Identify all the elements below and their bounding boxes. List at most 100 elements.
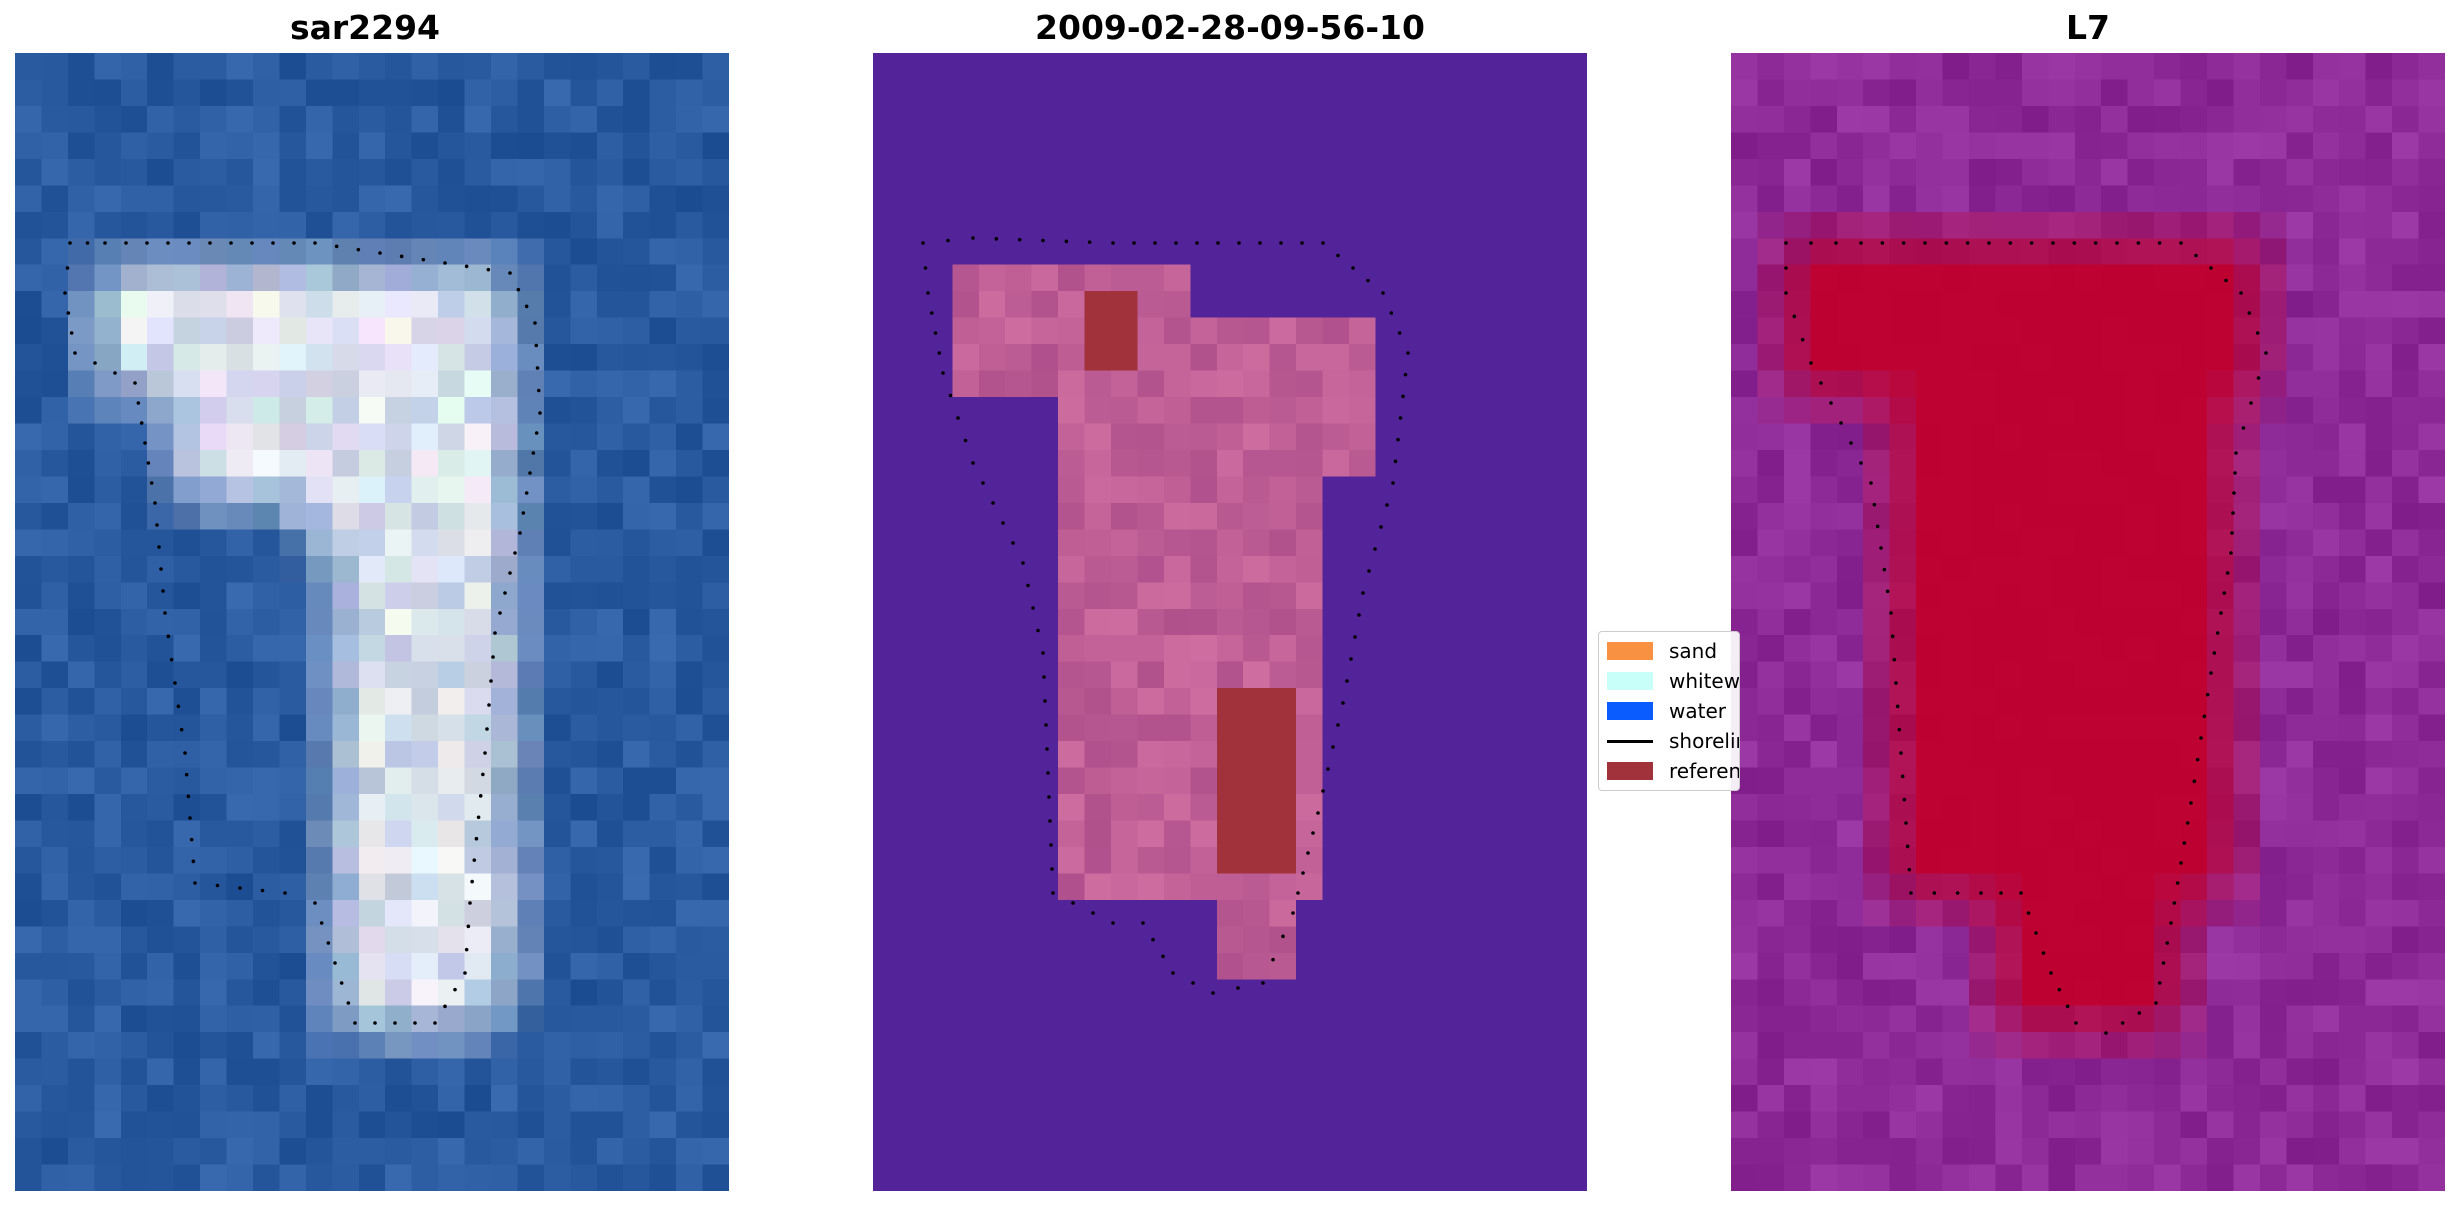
shoreline-dot <box>2239 291 2243 295</box>
shoreline-dot <box>929 311 934 315</box>
shoreline-dot <box>946 238 950 243</box>
probability-image <box>1731 53 2445 1191</box>
shoreline-dot <box>521 511 526 515</box>
shoreline-dot <box>2029 241 2034 245</box>
legend-swatch-whitewater <box>1607 672 1653 690</box>
shoreline-dot <box>1944 241 1949 245</box>
shoreline-dot <box>333 961 337 965</box>
shoreline-dot <box>478 794 483 798</box>
shoreline-dot <box>85 241 90 245</box>
shoreline-dot <box>1366 278 1370 283</box>
shoreline-dot <box>1141 921 1145 925</box>
shoreline-dot <box>2205 692 2210 697</box>
shoreline-dot <box>2209 671 2213 675</box>
shoreline-dot <box>472 858 477 862</box>
shoreline-dot <box>149 481 154 485</box>
shoreline-dot <box>1880 241 1885 245</box>
shoreline-dot <box>1932 891 1937 895</box>
shoreline-dot <box>516 287 521 292</box>
shoreline-dot <box>1258 241 1262 245</box>
shoreline-dot <box>1336 723 1340 727</box>
shoreline-dot <box>524 491 529 495</box>
shoreline-dot <box>193 881 197 885</box>
shoreline-dot <box>1809 361 1813 365</box>
shoreline-dot <box>2179 861 2183 865</box>
shoreline-dot <box>271 241 275 245</box>
shoreline-overlay-middle <box>921 236 1410 995</box>
panel-classification <box>873 53 1587 1191</box>
shoreline-dot <box>1046 771 1050 775</box>
legend-item-water: water <box>1607 696 1726 726</box>
shoreline-dot <box>186 794 191 799</box>
shoreline-dot <box>339 981 344 985</box>
shoreline-dot <box>1041 238 1045 243</box>
shoreline-dot <box>1391 481 1395 485</box>
shoreline-dot <box>2172 901 2177 905</box>
shoreline-dot <box>346 1001 351 1005</box>
shoreline-dot <box>421 257 426 262</box>
shoreline-dot <box>1011 541 1015 545</box>
shoreline-dot <box>2041 951 2046 955</box>
shoreline-dot <box>1041 651 1045 655</box>
shoreline-dot <box>1044 723 1048 727</box>
shoreline-dot <box>2255 331 2260 335</box>
shoreline-dot <box>238 886 242 890</box>
shoreline-dot <box>2120 1021 2125 1025</box>
shoreline-dot <box>1111 241 1115 245</box>
shoreline-dot <box>474 836 479 841</box>
shoreline-dot <box>1357 613 1361 617</box>
shoreline-dot <box>1047 795 1051 799</box>
shoreline-dot <box>136 401 141 405</box>
shoreline-dot <box>971 236 975 240</box>
shoreline-dot <box>941 371 945 375</box>
shoreline-dot <box>533 321 537 325</box>
shoreline-dot <box>63 291 67 295</box>
shoreline-overlay-right <box>1784 241 2268 1035</box>
shoreline-dot <box>536 388 541 393</box>
shoreline-dot <box>179 727 184 732</box>
shoreline-dot <box>503 591 507 595</box>
shoreline-dot <box>1923 241 1927 245</box>
shoreline-dot <box>2222 591 2227 595</box>
shoreline-dot <box>1879 546 1883 550</box>
shoreline-dot <box>2232 491 2236 495</box>
legend-label-reference: reference <box>1669 759 1740 783</box>
shoreline-dot <box>481 772 485 777</box>
shoreline-dot <box>1987 241 1991 245</box>
shoreline-dot <box>1191 981 1195 985</box>
shoreline-dot <box>1819 381 1823 385</box>
shoreline-dot <box>159 567 163 571</box>
legend-swatch-sand <box>1607 642 1653 660</box>
shoreline-dot <box>1885 589 1890 594</box>
shoreline-dot <box>260 888 265 893</box>
shoreline-dot <box>65 266 70 270</box>
shoreline-dot <box>326 941 331 945</box>
shoreline-dot <box>1834 241 1838 245</box>
shoreline-dot <box>2049 971 2053 975</box>
shoreline-dot <box>1042 675 1046 679</box>
shoreline-dot <box>93 361 97 365</box>
shoreline-dot <box>373 1021 377 1025</box>
shoreline-dot <box>1892 657 1897 662</box>
shoreline-dot <box>1849 441 1853 445</box>
shoreline-dot <box>2136 241 2141 245</box>
shoreline-dot <box>1336 253 1340 258</box>
shoreline-dot <box>491 655 495 659</box>
shoreline-dot <box>1901 241 1906 245</box>
shoreline-dot <box>1036 628 1040 633</box>
shoreline-dot <box>1331 745 1335 749</box>
shoreline-dot <box>163 611 167 615</box>
shoreline-dot <box>1859 241 1863 245</box>
shoreline-dot <box>2233 471 2237 475</box>
shoreline-dot <box>1907 867 1912 872</box>
shoreline-dot <box>2165 941 2170 945</box>
shoreline-dot <box>2175 881 2180 885</box>
shoreline-dot <box>1872 502 1877 507</box>
shoreline-dot <box>489 679 493 683</box>
shoreline-dot <box>1909 891 1913 895</box>
shoreline-dot <box>486 267 491 272</box>
shoreline-dot <box>1899 751 1903 755</box>
legend-label-sand: sand <box>1669 639 1718 663</box>
shoreline-dot <box>433 1021 437 1025</box>
shoreline-dot <box>1406 351 1410 355</box>
